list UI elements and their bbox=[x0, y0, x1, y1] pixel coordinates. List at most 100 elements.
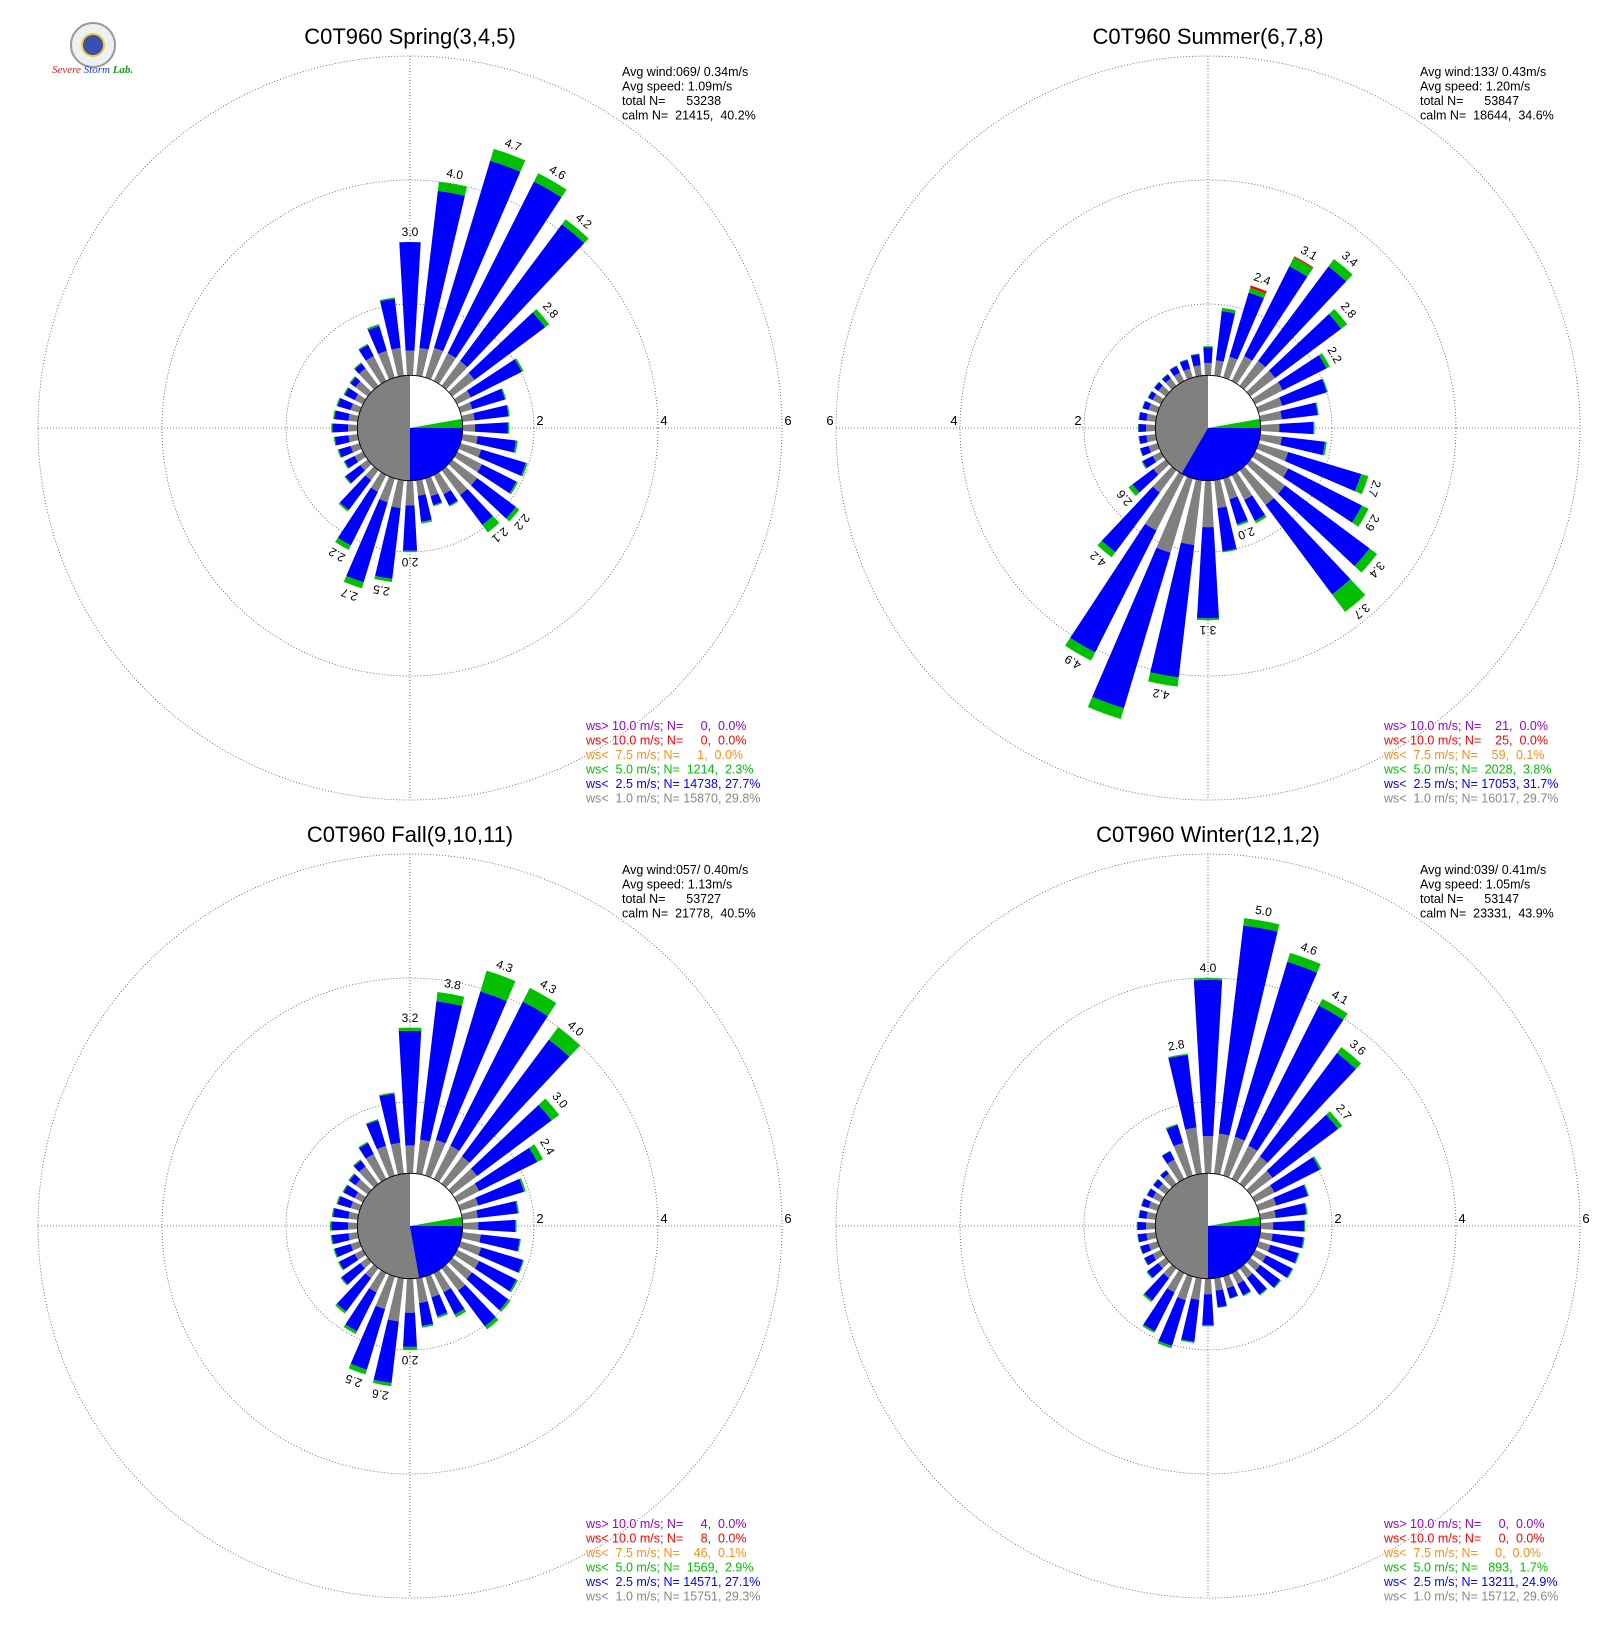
wind-bar-blue bbox=[1265, 497, 1351, 595]
stats-line: calm N= 23331, 43.9% bbox=[1420, 907, 1554, 921]
wind-bar-green bbox=[420, 519, 433, 524]
wind-bar-gray bbox=[425, 476, 439, 497]
legend-entry: ws< 2.5 m/s; N= 14571, 27.1% bbox=[585, 1575, 760, 1589]
wind-bar-green bbox=[1318, 353, 1330, 369]
total-speed-label: 2.0 bbox=[401, 555, 418, 569]
wind-bar-gray bbox=[433, 1270, 451, 1293]
wind-bar-blue bbox=[460, 488, 493, 525]
wind-bar-blue bbox=[1283, 468, 1362, 523]
wind-bar-green bbox=[374, 575, 393, 582]
calm-sector-white bbox=[1208, 375, 1261, 428]
wind-bar-green bbox=[1138, 1209, 1141, 1218]
wind-bar-gray bbox=[1204, 362, 1212, 376]
wind-bar-green bbox=[337, 1261, 344, 1271]
wind-bar-green bbox=[454, 1308, 467, 1318]
wind-bar-green bbox=[449, 500, 459, 507]
wind-bar-blue bbox=[1203, 347, 1213, 364]
wind-bar-blue bbox=[1197, 527, 1219, 619]
wind-bar-green bbox=[1315, 402, 1319, 416]
wind-bar-blue bbox=[1142, 401, 1152, 411]
wind-bar-gray bbox=[1239, 466, 1274, 506]
wind-bar-green bbox=[548, 1027, 581, 1057]
wind-bar-blue bbox=[380, 298, 401, 350]
wind-bar-gray bbox=[348, 1222, 358, 1230]
radial-tick-label: 6 bbox=[784, 413, 791, 428]
stats-line: calm N= 18644, 34.6% bbox=[1420, 109, 1554, 123]
wind-bar-green bbox=[1259, 1288, 1268, 1296]
wind-bar-gray bbox=[1246, 370, 1276, 397]
stats-line: total N= 53147 bbox=[1420, 892, 1519, 906]
calm-outline bbox=[1154, 374, 1262, 482]
wind-bar-blue bbox=[443, 1288, 465, 1315]
wind-bar-green bbox=[1190, 353, 1200, 356]
wind-bar-green bbox=[343, 460, 349, 469]
radial-tick-label: 2 bbox=[536, 1211, 543, 1226]
wind-bar-gray bbox=[1193, 365, 1202, 377]
wind-bar-green bbox=[1303, 1184, 1309, 1197]
wind-bar-blue bbox=[1181, 1298, 1200, 1342]
wind-bar-gray bbox=[1214, 1133, 1230, 1175]
stats-line: Avg speed: 1.20m/s bbox=[1420, 80, 1530, 94]
wind-bar-green bbox=[1312, 1156, 1322, 1170]
wind-bar-gray bbox=[458, 443, 482, 458]
wind-bar-blue bbox=[331, 1233, 350, 1245]
wind-bar-gray bbox=[348, 413, 359, 422]
wind-bar-blue bbox=[399, 241, 421, 351]
wind-bar-gray bbox=[461, 413, 475, 422]
wind-bar-green bbox=[1137, 1234, 1140, 1243]
lab-logo-text: Severe Storm Lab. bbox=[52, 64, 134, 76]
wind-bar-green bbox=[1273, 1279, 1282, 1289]
wind-bar-blue bbox=[450, 1001, 548, 1151]
wind-bar-blue bbox=[373, 1319, 399, 1384]
calm-sector-blue bbox=[410, 428, 463, 481]
calm-sector-blue bbox=[1181, 428, 1261, 481]
wind-bar-green bbox=[337, 449, 342, 458]
wind-bar-green bbox=[515, 1219, 517, 1233]
wind-bar-green bbox=[330, 1235, 334, 1245]
wind-bar-blue bbox=[478, 1247, 523, 1273]
wind-bar-blue bbox=[1144, 1253, 1157, 1266]
wind-bar-blue bbox=[1255, 1264, 1281, 1288]
calm-sector-white bbox=[410, 1173, 463, 1226]
wind-bar-gray bbox=[365, 1264, 379, 1279]
wind-bar-green bbox=[349, 376, 356, 384]
wind-bar-green bbox=[1143, 1258, 1149, 1266]
wind-bar-gray bbox=[1190, 1277, 1202, 1300]
radial-tick-label: 6 bbox=[826, 413, 833, 428]
wind-bar-blue bbox=[1215, 311, 1236, 362]
wind-bar-green bbox=[342, 1184, 348, 1193]
wind-bar-gray bbox=[448, 1168, 478, 1195]
calm-sector-white bbox=[410, 375, 463, 428]
wind-bar-blue bbox=[434, 160, 521, 352]
wind-bar-green bbox=[518, 1259, 525, 1274]
wind-bar-blue bbox=[332, 423, 349, 433]
wind-bar-green bbox=[402, 1346, 418, 1350]
wind-bar-gray bbox=[1148, 1241, 1160, 1251]
stats-line: calm N= 21415, 40.2% bbox=[622, 109, 756, 123]
legend-entry: ws> 10.0 m/s; N= 0, 0.0% bbox=[585, 719, 747, 733]
grid-ring bbox=[959, 977, 1457, 1475]
wind-bar-green bbox=[1142, 400, 1146, 409]
wind-bar-blue bbox=[1147, 1263, 1163, 1278]
wind-bar-gray bbox=[1202, 1136, 1214, 1174]
legend-entry: ws< 1.0 m/s; N= 16017, 29.7% bbox=[1383, 792, 1558, 806]
radial-tick-label: 2 bbox=[1074, 413, 1081, 428]
wind-bar-blue bbox=[336, 1273, 372, 1312]
wind-bar-gray bbox=[1231, 1145, 1258, 1182]
total-speed-label: 3.1 bbox=[1199, 623, 1216, 637]
wind-bar-gray bbox=[379, 476, 395, 503]
wind-bar-blue bbox=[417, 494, 432, 522]
wind-bar-green bbox=[1165, 1123, 1178, 1130]
wind-bar-blue bbox=[358, 1142, 374, 1159]
total-speed-label: 4.0 bbox=[1200, 961, 1217, 975]
wind-bar-gray bbox=[1259, 434, 1282, 446]
wind-bar-red bbox=[1293, 256, 1314, 269]
wind-bar-green bbox=[513, 440, 518, 453]
total-speed-label: 2.8 bbox=[1167, 1037, 1186, 1054]
grid-ring bbox=[161, 179, 659, 677]
wind-bar-green bbox=[506, 404, 510, 417]
wind-bar-blue bbox=[473, 405, 509, 421]
wind-bar-gray bbox=[462, 424, 476, 432]
wind-bar-blue bbox=[470, 1104, 552, 1176]
legend-entry: ws< 2.5 m/s; N= 17053, 31.7% bbox=[1383, 777, 1558, 791]
